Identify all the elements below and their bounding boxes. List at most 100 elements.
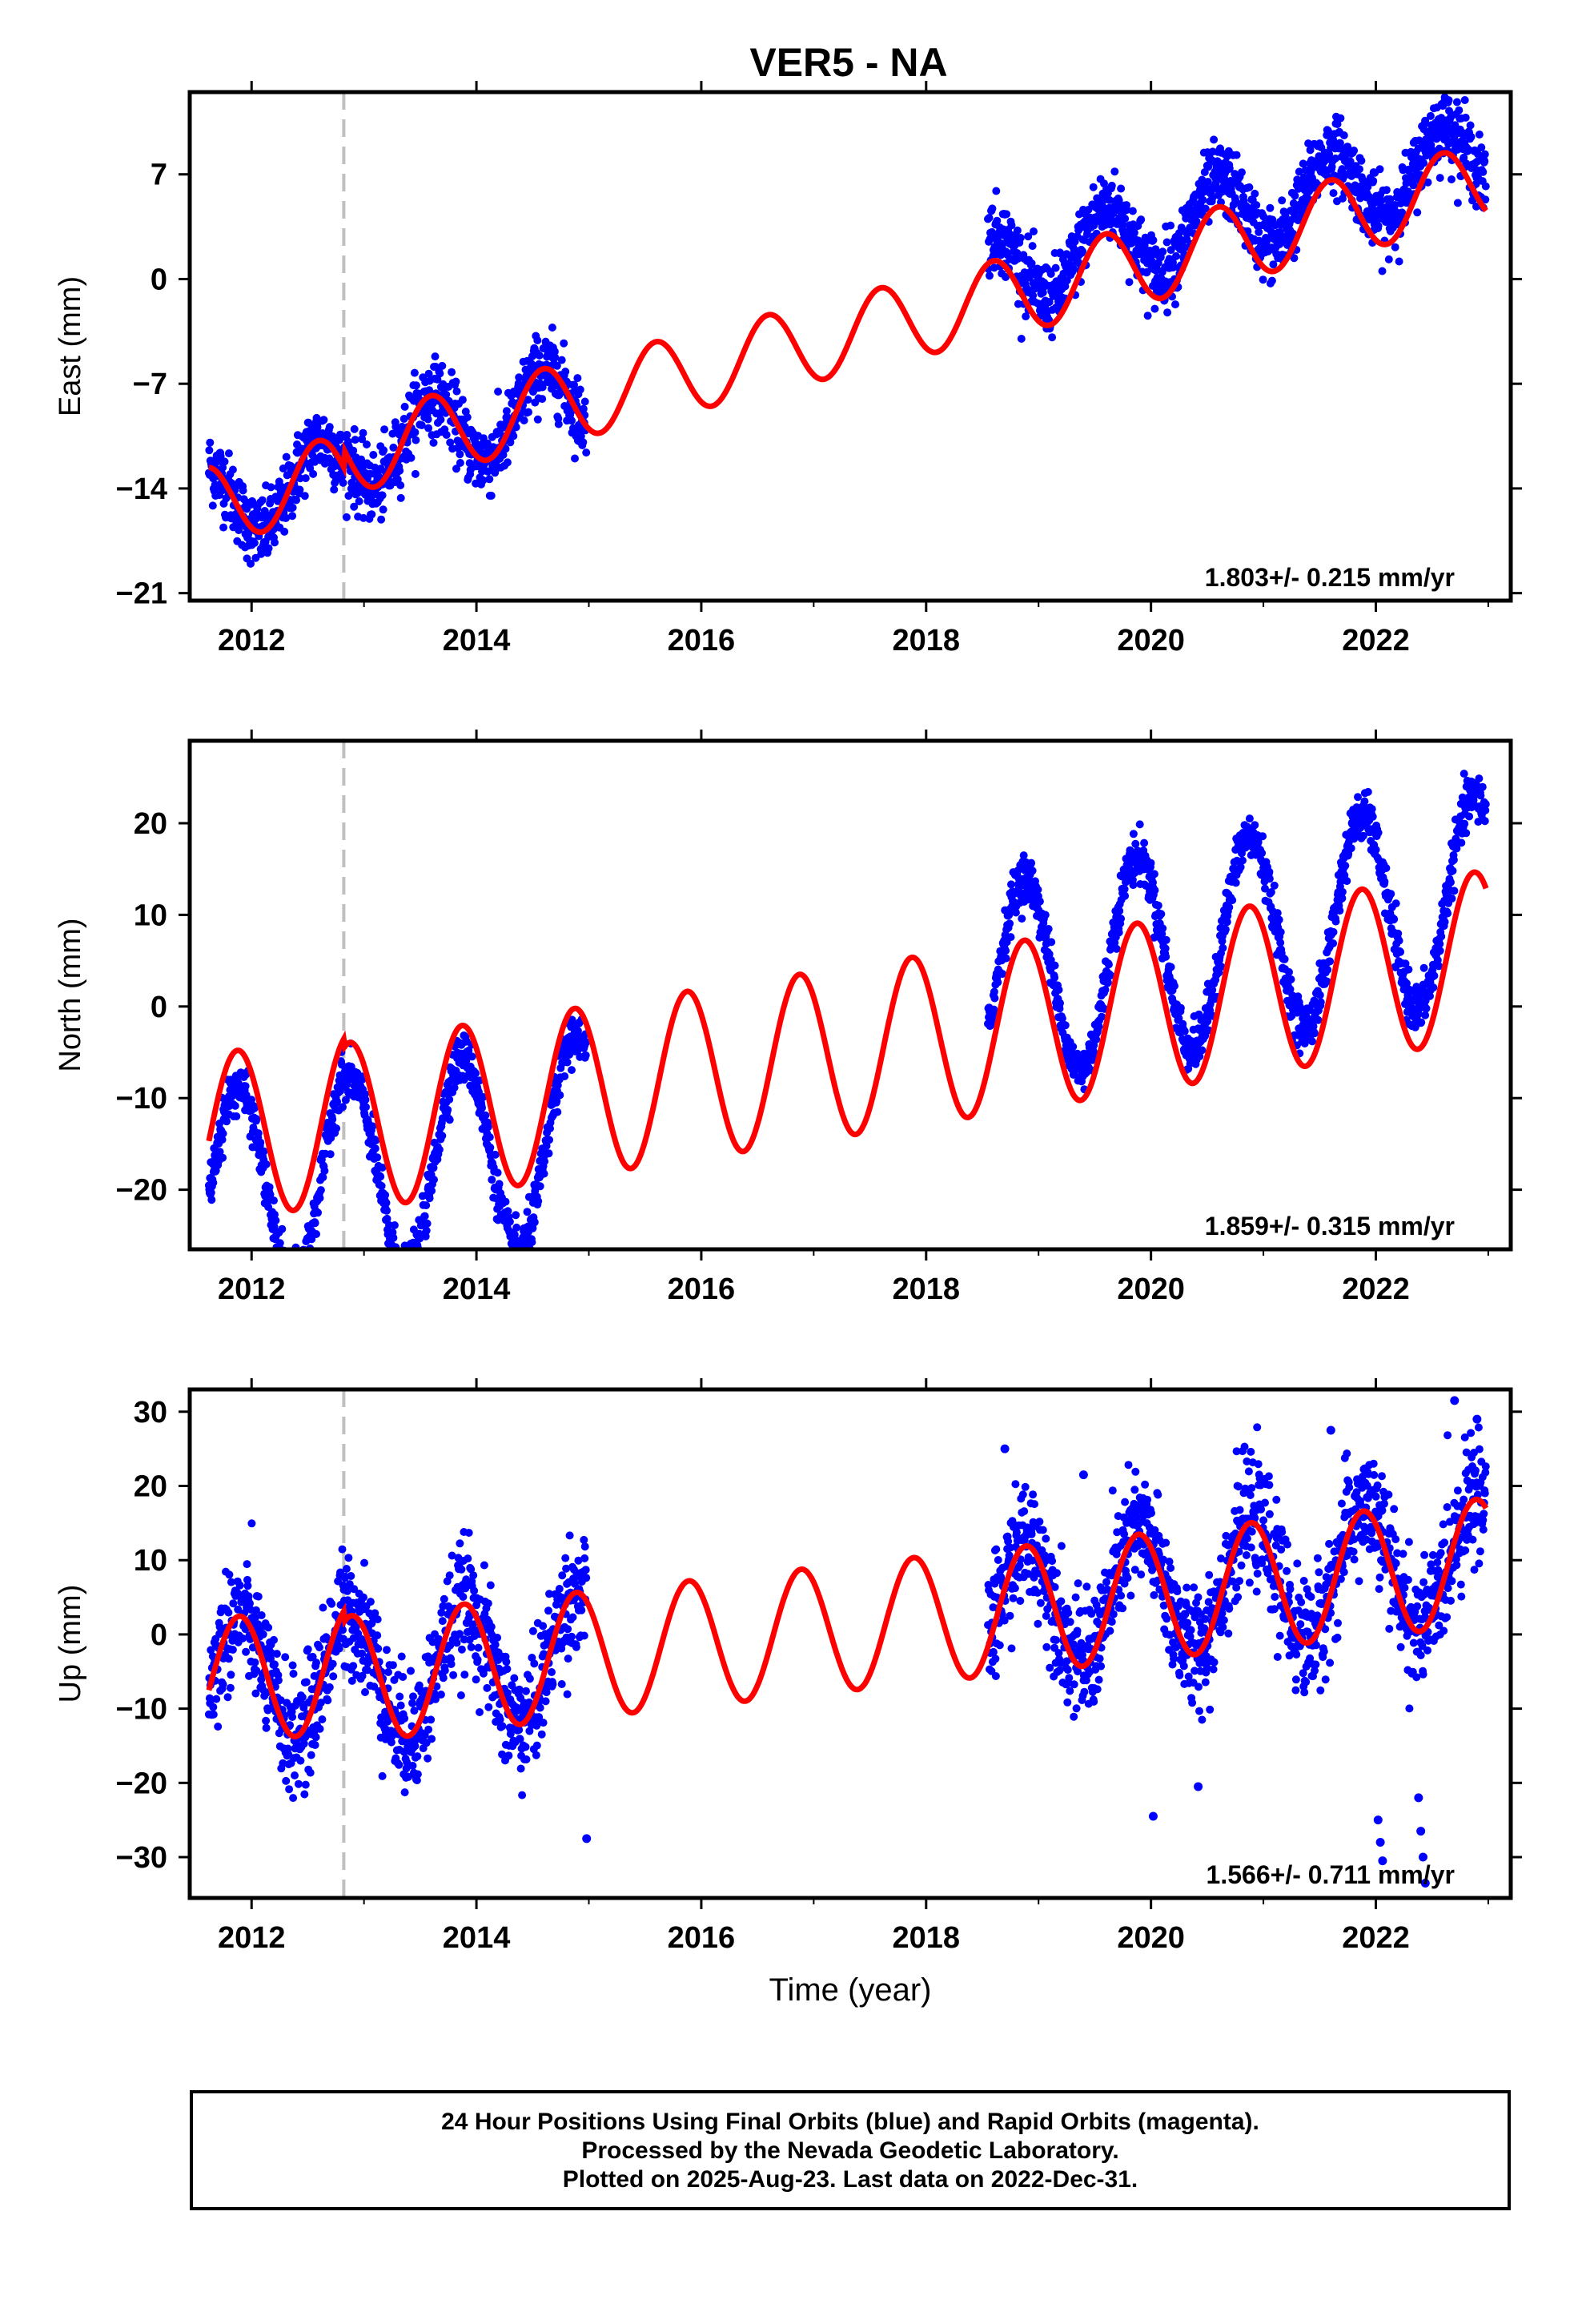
data-point xyxy=(1142,267,1151,276)
data-point xyxy=(1058,1014,1066,1023)
data-point xyxy=(377,1181,386,1190)
data-point xyxy=(396,1265,404,1273)
data-point xyxy=(294,1282,302,1290)
data-point xyxy=(1306,146,1315,155)
data-point xyxy=(231,1101,239,1110)
data-point xyxy=(422,1226,431,1235)
data-point xyxy=(1374,828,1383,837)
data-point xyxy=(1157,910,1166,919)
data-point xyxy=(550,348,559,356)
data-point xyxy=(1129,881,1138,890)
data-point xyxy=(299,1739,308,1748)
data-point xyxy=(1360,797,1369,806)
data-point xyxy=(1273,909,1282,918)
data-point xyxy=(412,381,420,390)
data-point xyxy=(1232,151,1241,159)
data-point xyxy=(1387,890,1395,899)
data-point xyxy=(1180,1027,1189,1035)
data-point xyxy=(1252,201,1261,210)
data-point xyxy=(452,387,461,396)
data-point xyxy=(533,415,542,424)
data-point xyxy=(295,474,304,483)
data-point xyxy=(1016,234,1025,242)
data-point xyxy=(1315,991,1324,999)
data-point xyxy=(1363,183,1372,191)
data-point xyxy=(1007,880,1015,889)
data-point xyxy=(371,1136,380,1145)
data-point xyxy=(455,437,464,446)
data-point xyxy=(1047,938,1056,947)
data-point xyxy=(1056,999,1064,1007)
data-point xyxy=(1276,927,1285,936)
data-point xyxy=(985,214,994,222)
data-point xyxy=(1154,901,1162,910)
data-point xyxy=(271,1660,279,1669)
data-point xyxy=(343,1586,351,1595)
data-point xyxy=(445,1096,454,1104)
data-point xyxy=(312,1230,320,1238)
data-point xyxy=(1480,150,1489,159)
data-point xyxy=(1006,933,1015,942)
data-point xyxy=(361,1096,370,1104)
data-point xyxy=(283,1744,292,1753)
data-point xyxy=(1329,189,1338,198)
data-point xyxy=(1363,787,1372,796)
data-point xyxy=(398,1279,406,1287)
data-point xyxy=(408,1270,416,1278)
data-point xyxy=(379,505,387,514)
data-point xyxy=(402,1256,410,1264)
data-point xyxy=(224,449,233,458)
data-point xyxy=(299,1262,307,1270)
data-point xyxy=(1341,862,1350,870)
data-point xyxy=(552,361,561,370)
data-point xyxy=(422,1201,431,1210)
data-point xyxy=(358,1649,367,1658)
data-point xyxy=(383,1214,391,1223)
data-point xyxy=(266,1190,275,1199)
data-point xyxy=(546,1124,554,1133)
data-point xyxy=(223,1693,232,1702)
x-tick-label: 2014 xyxy=(443,624,511,657)
data-point xyxy=(1452,98,1461,107)
data-point xyxy=(438,361,447,370)
data-point xyxy=(397,1281,405,1289)
data-point xyxy=(373,1153,382,1162)
data-point xyxy=(1174,1014,1183,1023)
data-point xyxy=(287,1254,295,1262)
data-point xyxy=(468,1052,476,1061)
data-point xyxy=(1162,952,1170,961)
data-point xyxy=(407,453,416,462)
data-point xyxy=(303,1258,311,1266)
data-point xyxy=(358,1076,367,1084)
data-point xyxy=(258,496,267,505)
data-point xyxy=(1166,963,1175,971)
data-point xyxy=(560,339,568,348)
data-point xyxy=(1435,962,1443,971)
data-point xyxy=(351,1623,360,1631)
y-axis-label: East (mm) xyxy=(54,276,87,416)
data-point xyxy=(1333,120,1342,128)
data-point xyxy=(264,544,273,553)
data-point xyxy=(400,1261,408,1269)
data-point xyxy=(1378,267,1387,275)
data-point xyxy=(486,1143,495,1152)
data-point xyxy=(311,1733,320,1742)
data-point xyxy=(548,324,556,332)
data-point xyxy=(367,1619,376,1628)
data-point xyxy=(277,1263,285,1271)
data-point xyxy=(560,1072,569,1080)
data-point xyxy=(1163,308,1172,317)
data-point xyxy=(528,1224,537,1232)
data-point xyxy=(406,1272,414,1280)
data-point xyxy=(288,1264,296,1272)
data-point xyxy=(1122,206,1131,215)
data-point xyxy=(1171,300,1179,309)
data-point xyxy=(520,1251,528,1259)
data-point xyxy=(267,483,275,492)
data-point xyxy=(412,436,420,444)
data-point xyxy=(377,515,386,524)
data-point xyxy=(295,1259,303,1267)
data-point xyxy=(1028,242,1037,251)
data-point xyxy=(228,465,237,474)
data-point xyxy=(279,1262,287,1270)
